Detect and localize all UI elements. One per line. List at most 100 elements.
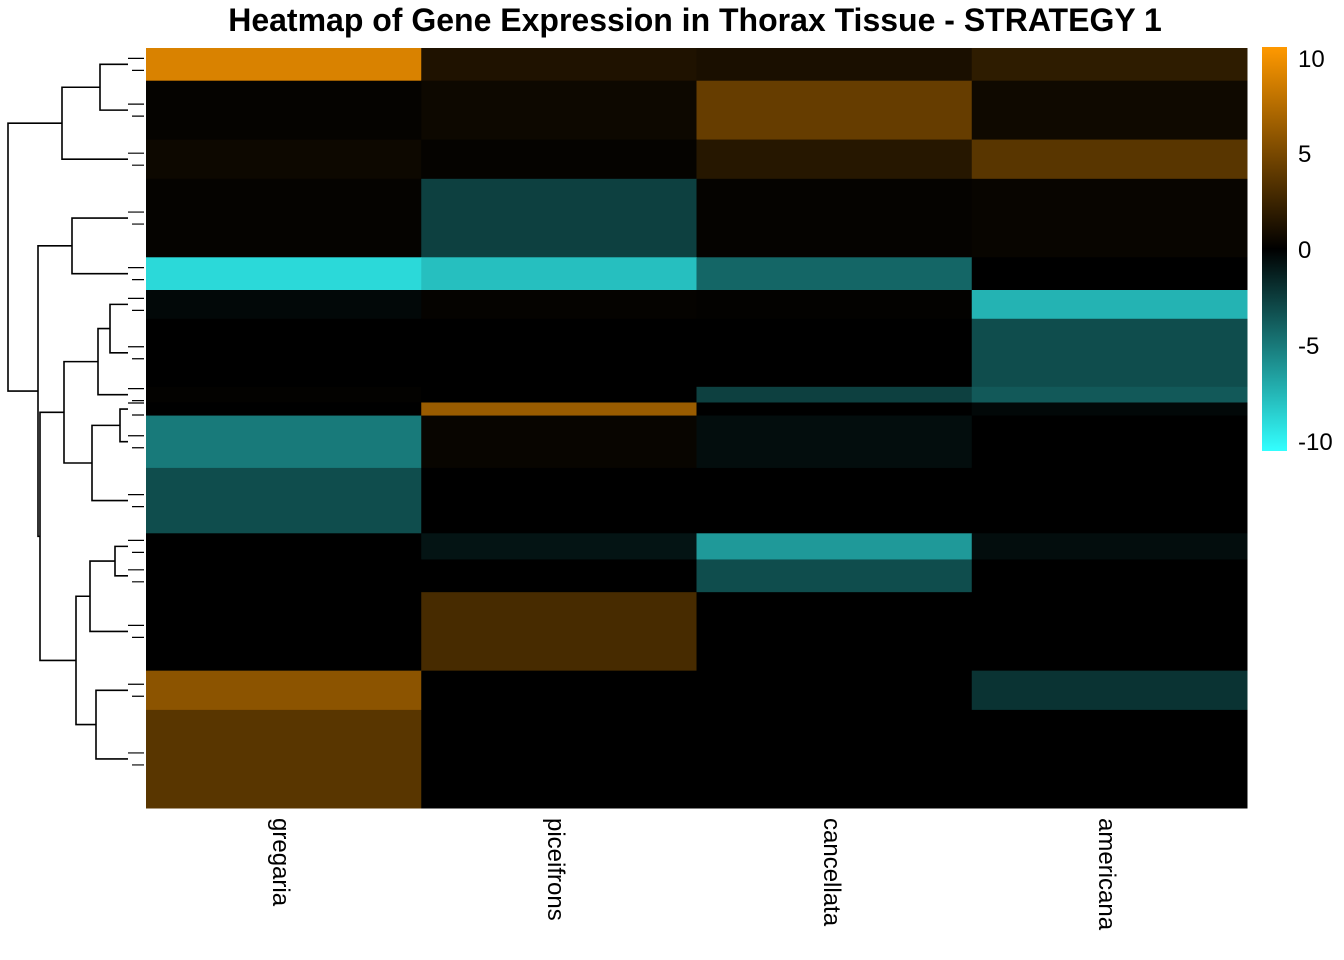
heatmap-cell-block13-cancellata <box>696 592 973 672</box>
heatmap-cell-block13-piceifrons <box>421 592 697 672</box>
dendrogram-leaf-15 <box>128 752 144 766</box>
legend-tick-0: 0 <box>1298 237 1312 264</box>
heatmap-cell-block9-americana <box>971 415 1248 469</box>
heatmap-cell-block1-americana <box>971 80 1248 141</box>
dendrogram-link <box>91 424 128 502</box>
dendrogram-leaf-6 <box>128 346 144 360</box>
heatmap-cell-block11-gregaria <box>146 533 422 560</box>
heatmap-cell-block7-cancellata <box>696 386 973 403</box>
dendrogram-link <box>97 327 128 396</box>
legend-tick-neg5: -5 <box>1298 333 1320 360</box>
heatmap-cell-block5-cancellata <box>696 290 973 320</box>
heatmap-cell-block3-americana <box>971 178 1248 258</box>
dendrogram-link <box>75 595 96 726</box>
dendrogram-link <box>89 560 128 633</box>
dendrogram-leaf-7 <box>128 388 144 402</box>
dendrogram-leaf-1 <box>128 103 144 117</box>
heatmap-cell-block12-cancellata <box>696 559 973 593</box>
heatmap-cell-block7-gregaria <box>146 386 422 403</box>
heatmap-cell-block15-piceifrons <box>421 709 697 809</box>
heatmap-cell-block6-piceifrons <box>421 318 697 388</box>
heatmap-cell-block4-piceifrons <box>421 257 697 291</box>
heatmap-cell-block2-gregaria <box>146 139 422 180</box>
chart-title: Heatmap of Gene Expression in Thorax Tis… <box>228 2 1162 38</box>
heatmap-plot <box>7 48 1248 809</box>
dendrogram-link <box>114 545 128 577</box>
heatmap-cell-block9-piceifrons <box>421 415 697 469</box>
color-legend-bar <box>1262 47 1287 451</box>
heatmap-cell-block6-americana <box>971 318 1248 388</box>
dendrogram-link <box>95 689 128 760</box>
heatmap-cell-block13-americana <box>971 592 1248 672</box>
heatmap-cell-block0-americana <box>971 48 1248 82</box>
dendrogram-leaf-10 <box>128 493 144 508</box>
heatmap-cell-block0-cancellata <box>696 48 973 82</box>
legend-tick-10: 10 <box>1298 46 1325 73</box>
heatmap-cell-block12-gregaria <box>146 559 422 593</box>
dendrogram-leaf-8 <box>128 402 144 416</box>
heatmap-cell-block1-cancellata <box>696 80 973 141</box>
heatmap-cell-block15-cancellata <box>696 709 973 809</box>
dendrogram-leaf-14 <box>128 683 144 697</box>
heatmap-cell-block3-gregaria <box>146 178 422 258</box>
column-label-cancellata: cancellata <box>818 818 845 927</box>
heatmap-cell-block2-cancellata <box>696 139 973 180</box>
heatmap-cell-block1-piceifrons <box>421 80 697 141</box>
dendrogram-leaf-2 <box>128 152 144 166</box>
dendrogram-link <box>71 217 128 275</box>
heatmap-cell-block6-cancellata <box>696 318 973 388</box>
legend-tick-neg10: -10 <box>1298 429 1333 456</box>
heatmap-cell-block2-piceifrons <box>421 139 697 180</box>
dendrogram-root <box>7 122 62 392</box>
dendrogram-leaf-0 <box>128 57 144 71</box>
heatmap-cell-block8-piceifrons <box>421 402 697 417</box>
heatmap-cell-block5-gregaria <box>146 290 422 320</box>
heatmap-cell-block3-cancellata <box>696 178 973 258</box>
heatmap-cell-block1-gregaria <box>146 80 422 141</box>
heatmap-cell-block3-piceifrons <box>421 178 697 258</box>
heatmap-cell-block10-americana <box>971 467 1248 534</box>
heatmap-cell-block5-piceifrons <box>421 290 697 320</box>
legend-tick-5: 5 <box>1298 141 1312 168</box>
heatmap-cell-block2-americana <box>971 139 1248 180</box>
dendrogram-leaf-12 <box>128 569 144 583</box>
heatmap-cells <box>146 48 1248 809</box>
heatmap-cell-block14-piceifrons <box>421 670 697 711</box>
dendrogram-leaf-3 <box>128 211 144 225</box>
heatmap-cell-block7-piceifrons <box>421 386 697 403</box>
heatmap-cell-block12-americana <box>971 559 1248 593</box>
heatmap-cell-block14-gregaria <box>146 670 422 711</box>
column-label-gregaria: gregaria <box>267 818 294 907</box>
heatmap-cell-block4-gregaria <box>146 257 422 291</box>
heatmap-cell-block10-piceifrons <box>421 467 697 534</box>
heatmap-cell-block8-cancellata <box>696 402 973 417</box>
heatmap-cell-block0-piceifrons <box>421 48 697 82</box>
heatmap-cell-block8-gregaria <box>146 402 422 417</box>
heatmap-cell-block12-piceifrons <box>421 559 697 593</box>
heatmap-cell-block0-gregaria <box>146 48 422 82</box>
dendrogram-link <box>63 360 98 464</box>
dendrogram-leaf-13 <box>128 624 144 639</box>
heatmap-cell-block4-americana <box>971 257 1248 291</box>
heatmap-cell-block7-americana <box>971 386 1248 403</box>
row-dendrogram <box>7 57 144 766</box>
heatmap-cell-block10-cancellata <box>696 467 973 534</box>
dendrogram-link <box>39 411 76 662</box>
heatmap-cell-block9-gregaria <box>146 415 422 469</box>
dendrogram-leaf-9 <box>128 435 144 449</box>
dendrogram-leaf-11 <box>128 539 144 553</box>
dendrogram-leaf-4 <box>128 267 144 281</box>
heatmap-cell-block4-cancellata <box>696 257 973 291</box>
dendrogram-link <box>109 303 128 354</box>
heatmap-cell-block11-piceifrons <box>421 533 697 560</box>
heatmap-cell-block9-cancellata <box>696 415 973 469</box>
dendrogram-link <box>61 86 128 160</box>
heatmap-cell-block5-americana <box>971 290 1248 320</box>
heatmap-cell-block6-gregaria <box>146 318 422 388</box>
dendrogram-link <box>37 245 72 538</box>
heatmap-cell-block8-americana <box>971 402 1248 417</box>
dendrogram-link <box>119 408 128 443</box>
heatmap-cell-block11-americana <box>971 533 1248 560</box>
dendrogram-leaf-5 <box>128 297 144 311</box>
heatmap-cell-block14-americana <box>971 670 1248 711</box>
